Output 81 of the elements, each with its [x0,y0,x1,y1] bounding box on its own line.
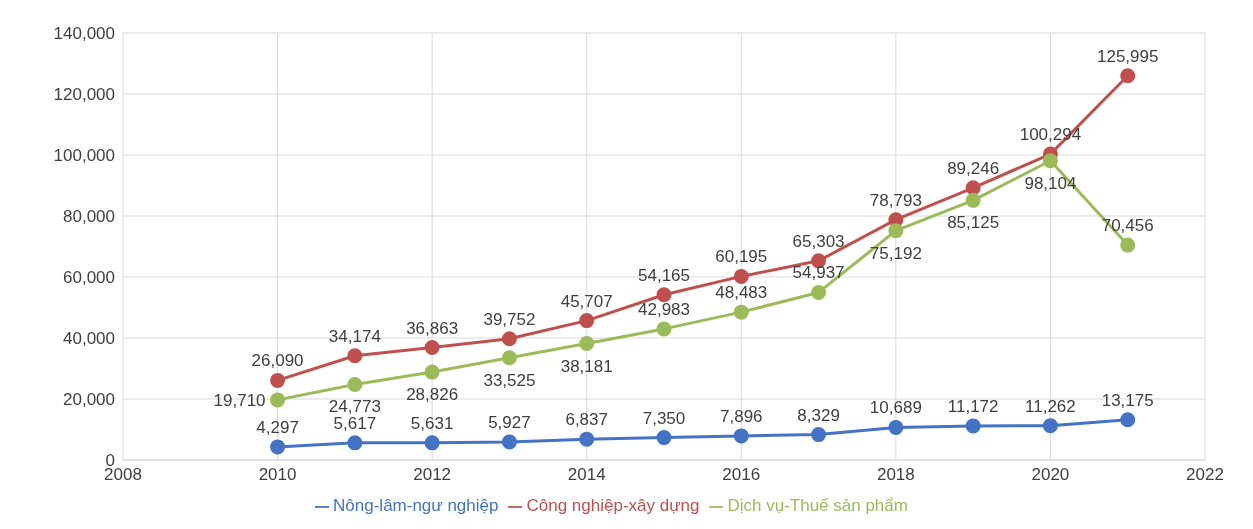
point [656,287,672,303]
data-label: 38,181 [560,356,613,376]
point [579,431,595,447]
data-label: 13,175 [1101,390,1154,410]
point [1042,153,1058,169]
legend-label: Công nghiệp-xây dựng [526,496,700,515]
y-tick-label: 40,000 [63,329,115,349]
point [579,336,595,352]
data-label: 11,172 [947,396,999,416]
point [270,372,286,388]
data-label: 5,631 [410,413,454,433]
point [424,340,440,356]
data-label: 11,262 [1025,396,1076,416]
data-label: 60,195 [715,247,768,267]
data-label: 8,329 [797,405,840,425]
data-label: 125,995 [1096,46,1159,66]
data-label: 10,689 [869,398,922,418]
data-label: 39,752 [483,309,536,329]
point [811,284,827,300]
point [888,223,904,239]
data-label: 36,863 [406,318,459,338]
point [965,418,981,434]
point [733,304,749,320]
legend-label: Dịch vụ-Thuế sản phẩm [727,496,908,515]
point [1042,418,1058,434]
x-tick-label: 2012 [413,465,452,485]
x-tick-label: 2010 [258,465,297,485]
data-label: 19,710 [213,390,266,410]
y-tick-label: 120,000 [53,85,115,105]
data-label: 28,826 [406,385,459,405]
data-label: 7,350 [642,408,686,428]
x-tick-label: 2020 [1031,465,1070,485]
data-label: 89,246 [947,158,1000,178]
point [1120,68,1136,84]
y-tick-label: 20,000 [63,390,115,410]
data-label: 75,192 [869,243,922,263]
point [656,321,672,337]
point [811,427,827,443]
y-tick-label: 60,000 [63,268,115,288]
data-label: 54,165 [638,265,690,285]
point [965,192,981,208]
data-label: 34,174 [328,326,381,346]
point [733,428,749,444]
data-label: 4,297 [256,417,299,437]
data-label: 6,837 [565,410,608,430]
data-label: 45,707 [560,291,613,311]
data-label: 48,483 [715,283,768,303]
point [501,434,517,450]
data-label: 42,983 [638,299,690,319]
point [424,435,440,451]
point [424,364,440,380]
point [656,430,672,446]
point [1120,412,1136,428]
data-label: 5,927 [488,412,531,432]
data-label: 26,090 [251,351,304,371]
point [270,439,286,455]
point [579,313,595,329]
point [347,435,363,451]
x-tick-label: 2022 [1186,465,1224,485]
point [501,331,517,347]
x-tick-label: 2014 [567,465,606,485]
x-tick-label: 2018 [876,465,915,485]
data-label: 85,125 [947,213,1000,233]
data-label: 54,937 [792,263,845,283]
data-label: 78,793 [869,190,922,210]
point [270,392,286,408]
data-label: 65,303 [792,231,845,251]
point [347,348,363,364]
data-label: 7,896 [720,406,763,426]
point [1120,237,1136,253]
point [347,376,363,392]
y-tick-label: 140,000 [53,24,115,44]
point [501,350,517,366]
point [733,268,749,284]
point [888,419,904,435]
legend-label: Nông-lâm-ngư nghiệp [333,496,499,515]
x-tick-label: 2016 [722,465,761,485]
point [965,180,981,196]
y-tick-label: 100,000 [53,146,115,166]
y-tick-label: 80,000 [63,207,115,227]
data-label: 33,525 [483,370,536,390]
